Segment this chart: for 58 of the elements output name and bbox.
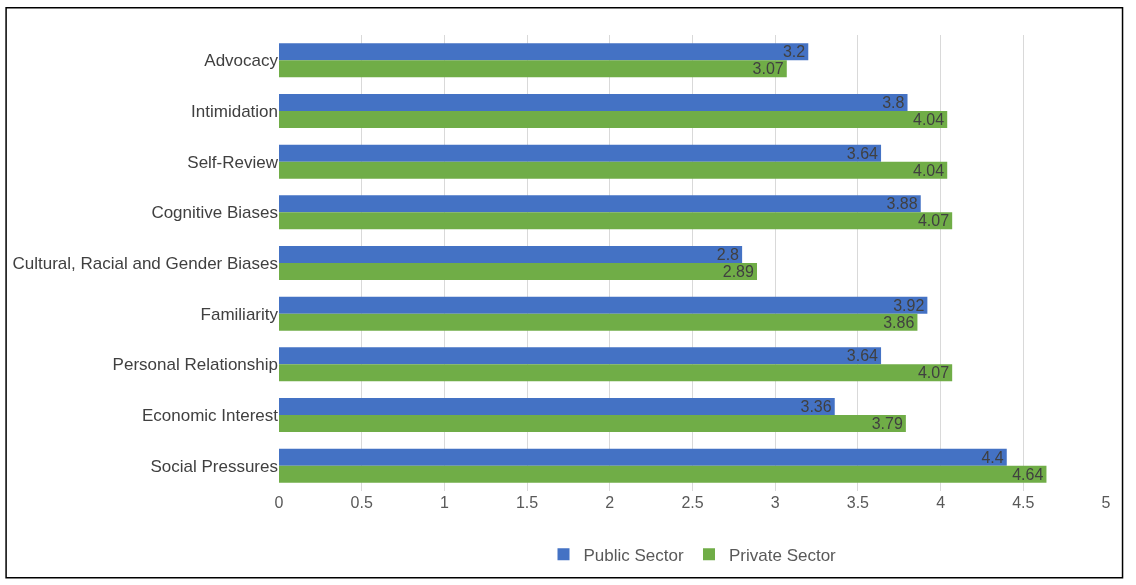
bar xyxy=(279,246,743,263)
y-tick-label: Economic Interest xyxy=(141,405,279,425)
x-tick-label: 4.5 xyxy=(1012,494,1035,511)
data-label: 4.07 xyxy=(917,364,950,382)
data-label: 4.07 xyxy=(917,212,950,230)
data-label: 3.64 xyxy=(846,347,879,365)
y-tick-label: Cognitive Biases xyxy=(151,203,278,223)
bar xyxy=(279,195,921,213)
bar xyxy=(279,161,948,179)
bar xyxy=(279,347,882,365)
bar xyxy=(279,313,918,331)
bar xyxy=(279,263,758,280)
legend-label: Private Sector xyxy=(729,545,837,565)
y-tick-label: Self-Review xyxy=(187,152,279,172)
legend-label: Public Sector xyxy=(583,545,684,565)
y-tick-label: Familiarity xyxy=(200,304,279,324)
bar xyxy=(279,144,882,162)
data-label: 3.2 xyxy=(782,43,806,61)
data-label: 2.89 xyxy=(722,262,755,280)
x-tick-label: 2.5 xyxy=(681,494,704,511)
bar xyxy=(279,111,948,128)
bar xyxy=(279,212,953,230)
data-label: 4.4 xyxy=(981,448,1004,466)
bar xyxy=(279,415,906,432)
bar xyxy=(279,94,908,111)
y-tick-label: Advocacy xyxy=(204,51,279,71)
x-tick-label: 5 xyxy=(1101,494,1111,511)
bar xyxy=(279,43,809,61)
data-label: 4.04 xyxy=(912,161,945,179)
bar xyxy=(279,296,928,314)
data-label: 3.79 xyxy=(871,414,903,432)
data-label: 4.64 xyxy=(1012,465,1044,483)
x-tick-label: 3.5 xyxy=(846,494,870,511)
bar xyxy=(279,448,1007,466)
y-tick-label: Cultural, Racial and Gender Biases xyxy=(12,253,278,273)
x-tick-label: 1.5 xyxy=(515,494,539,511)
bar xyxy=(279,465,1047,483)
data-label: 3.86 xyxy=(883,313,915,331)
y-tick-label: Social Pressures xyxy=(150,456,278,476)
data-label: 3.07 xyxy=(752,60,784,78)
data-label: 2.8 xyxy=(716,246,740,264)
y-tick-label: Personal Relationship xyxy=(112,355,278,375)
x-tick-label: 4 xyxy=(936,494,946,511)
data-label: 3.64 xyxy=(846,144,879,162)
x-tick-label: 1 xyxy=(439,494,449,511)
data-label: 3.8 xyxy=(882,94,905,112)
x-tick-label: 2 xyxy=(605,494,615,511)
y-tick-label: Intimidation xyxy=(191,101,278,121)
x-tick-label: 0.5 xyxy=(350,494,373,511)
bar xyxy=(279,60,787,78)
data-label: 4.04 xyxy=(912,110,945,128)
data-label: 3.92 xyxy=(893,296,925,314)
x-tick-label: 0 xyxy=(274,494,284,511)
bar xyxy=(279,398,835,415)
data-label: 3.36 xyxy=(800,398,832,416)
bar xyxy=(279,364,953,382)
data-label: 3.88 xyxy=(886,195,918,213)
x-tick-label: 3 xyxy=(770,494,780,511)
